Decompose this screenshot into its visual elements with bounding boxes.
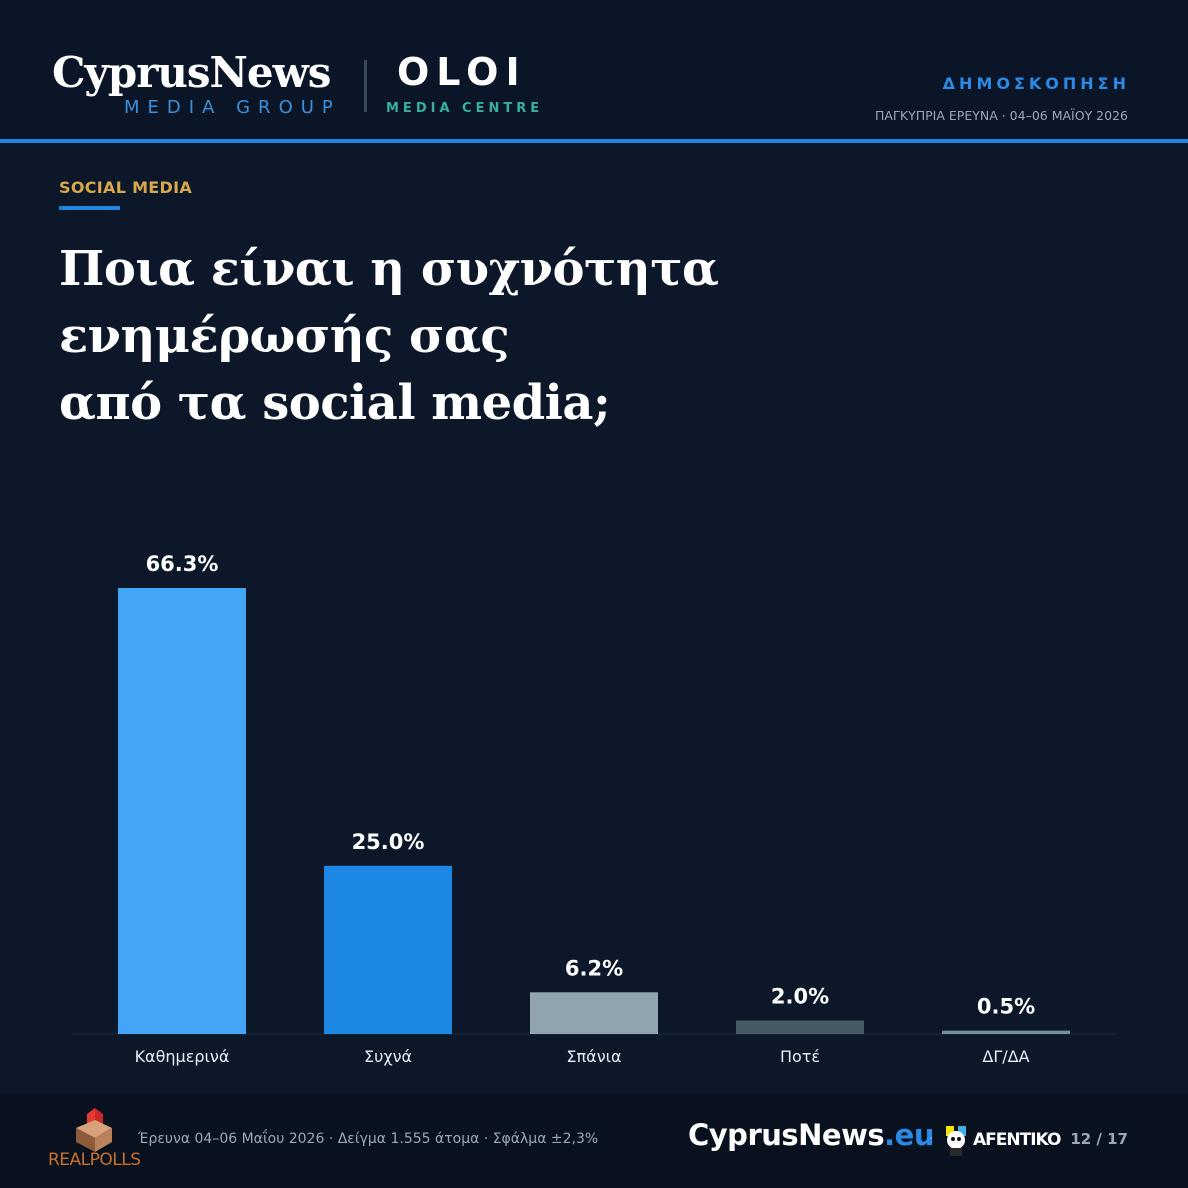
site-logo-name: CyprusNews: [688, 1118, 885, 1152]
partner-subtitle: MEDIA CENTRE: [386, 101, 544, 116]
afentiko-wordmark: AFENTIKO: [973, 1130, 1061, 1150]
pollster-name: REALPOLLS: [48, 1150, 141, 1170]
bar-value-label: 2.0%: [771, 985, 829, 1009]
page-indicator: 12 / 17: [1070, 1130, 1128, 1148]
question-line: Ποια είναι η συχνότητα: [59, 241, 719, 297]
afentiko-logo: AFENTIKO: [943, 1122, 1061, 1158]
site-logo-tld: .eu: [884, 1118, 934, 1152]
footer-separator: ·: [929, 1131, 934, 1147]
brand-subtitle: MEDIA GROUP: [124, 97, 341, 118]
bar-value-label: 66.3%: [146, 552, 219, 576]
question-line: από τα social media;: [59, 375, 611, 431]
section-underline: [59, 206, 120, 210]
afentiko-mascot-icon: [946, 1126, 966, 1156]
site-logo: CyprusNews.eu: [688, 1118, 934, 1152]
category-label: Ποτέ: [780, 1047, 820, 1066]
question-title: Ποια είναι η συχνότητα ενημέρωσής σας απ…: [59, 236, 719, 437]
bar-value-label: 25.0%: [352, 830, 425, 854]
brand-divider: [364, 60, 367, 112]
header-bar: [0, 0, 1188, 140]
bar-3: [530, 992, 658, 1034]
category-label: Καθημερινά: [135, 1047, 230, 1066]
category-label: Σπάνια: [566, 1047, 621, 1066]
survey-info: Έρευνα 04–06 Μαΐου 2026 · Δείγμα 1.555 ά…: [138, 1131, 599, 1147]
poll-meta: ΠΑΓΚΥΠΡΙΑ ΕΡΕΥΝΑ · 04–06 ΜΑΪΟΥ 2026: [874, 108, 1128, 123]
category-label: Συχνά: [364, 1047, 412, 1066]
section-label: SOCIAL MEDIA: [59, 178, 193, 197]
bar-5: [942, 1030, 1070, 1034]
bar-4: [736, 1020, 864, 1034]
bar-2: [324, 865, 452, 1034]
bar-1: [118, 588, 246, 1034]
category-label: ΔΓ/ΔΑ: [982, 1047, 1029, 1066]
header-accent-rule: [0, 139, 1188, 143]
bar-value-label: 6.2%: [565, 956, 623, 980]
bar-value-label: 0.5%: [977, 995, 1035, 1019]
poll-tag: ΔΗΜΟΣΚΟΠΗΣΗ: [942, 74, 1130, 93]
brand-logo: CyprusNews: [52, 48, 331, 97]
partner-logo: OLOI: [397, 50, 527, 94]
realpolls-logo-icon: [76, 1108, 112, 1152]
bar-chart: 66.3% Καθημερινά 25.0% Συχνά 6.2% Σπάνια 2.0% Π…: [72, 552, 1116, 1066]
footer-bar: [0, 1094, 1188, 1188]
question-line: ενημέρωσής σας: [59, 308, 510, 364]
